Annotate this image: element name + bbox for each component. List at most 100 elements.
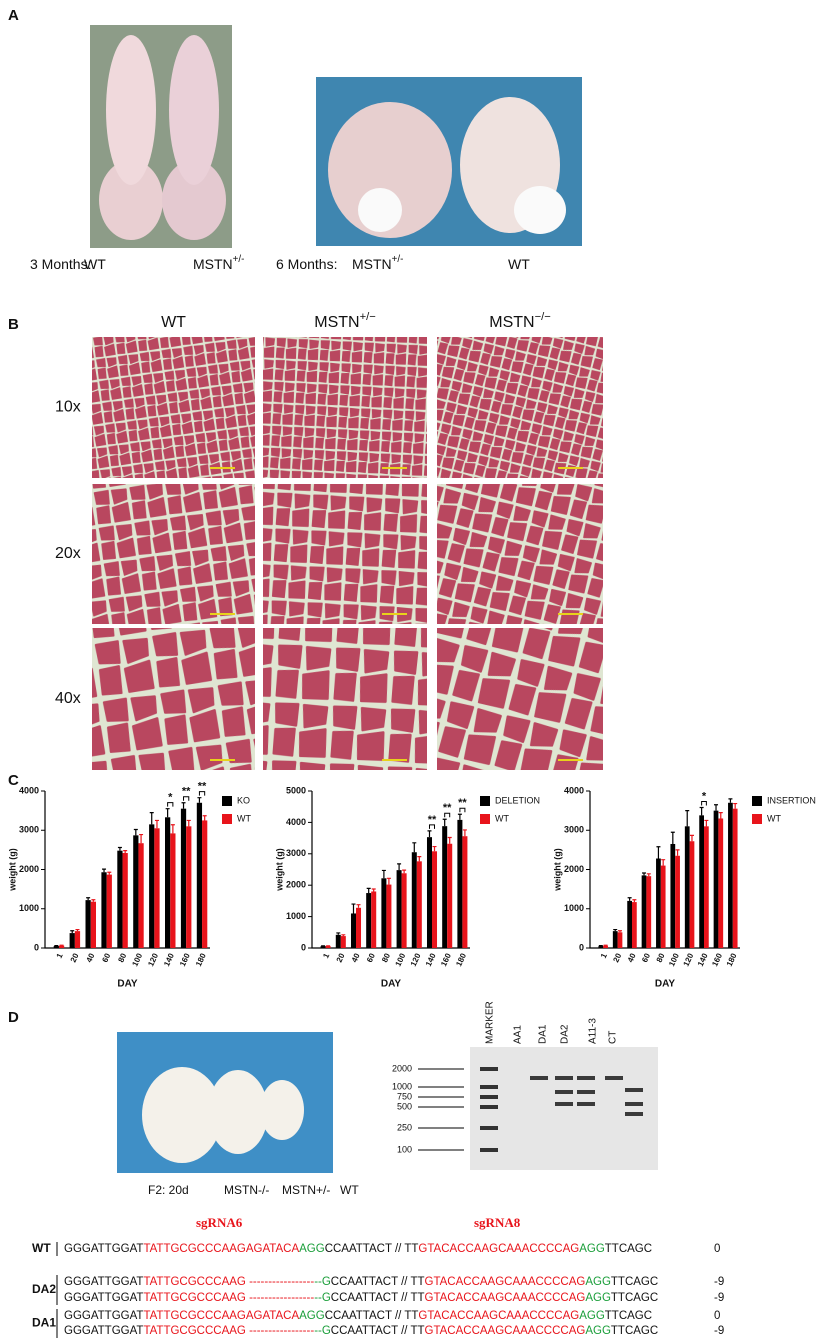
bar: [386, 884, 392, 948]
bar: [401, 873, 407, 948]
y-tick-label: 1000: [286, 911, 306, 921]
bar: [598, 946, 604, 948]
bar: [603, 945, 608, 948]
legend-label: INSERTION: [767, 795, 816, 805]
rabbit: [162, 160, 226, 240]
x-tick-label: 120: [146, 951, 160, 967]
x-tick-label: 20: [611, 951, 623, 963]
bar: [426, 837, 432, 948]
significance-bracket: [428, 824, 436, 829]
error-bar: [689, 834, 694, 842]
error-bar: [139, 833, 144, 844]
error-bar: [733, 802, 738, 809]
length-change: -9: [714, 1276, 724, 1288]
error-bar: [402, 869, 407, 874]
bar: [704, 826, 709, 948]
x-tick-label: 60: [640, 951, 652, 963]
sequence-part: --G: [314, 1292, 331, 1304]
row-label: 10x: [55, 399, 81, 416]
sequence-part: GGGATTGGAT: [64, 1325, 143, 1337]
length-change: -9: [714, 1292, 724, 1304]
error-bar: [149, 811, 154, 825]
error-bar: [397, 863, 402, 871]
x-tick-label: 60: [100, 951, 112, 963]
error-bar: [123, 850, 128, 854]
sequence-label: WT: [32, 1241, 51, 1255]
error-bar: [432, 845, 437, 852]
bar: [350, 913, 356, 948]
bar: [732, 808, 738, 948]
label: MSTN+/-: [193, 254, 244, 272]
legend-label: KO: [237, 795, 250, 805]
sequence-part: GTACACCAAGCAAACCCCAG: [425, 1276, 586, 1288]
sequence-part: TATTGCGCCCAAGAGATACA: [143, 1310, 299, 1322]
bar: [432, 851, 438, 948]
label-text: MSTN: [489, 314, 534, 331]
histology-image: [437, 484, 603, 624]
bar: [69, 933, 75, 948]
bar: [138, 843, 144, 948]
label: WT: [161, 314, 186, 331]
x-tick-label: 160: [439, 951, 453, 967]
significance-bracket: [183, 796, 190, 801]
error-bar: [154, 819, 159, 829]
significance-bracket: [701, 800, 707, 806]
gel-band: [577, 1102, 595, 1106]
y-tick-label: 1000: [564, 903, 584, 913]
histology-image: [263, 628, 427, 770]
error-bar: [704, 819, 709, 827]
bar: [340, 936, 346, 948]
bar: [101, 872, 107, 948]
x-tick-label: 140: [696, 951, 710, 967]
bar: [149, 824, 155, 948]
bar: [90, 901, 96, 948]
y-tick-label: 2000: [19, 864, 39, 874]
bar: [718, 818, 724, 948]
x-tick-label: 160: [178, 951, 192, 967]
x-tick-label: 120: [682, 951, 696, 967]
sequence-part: AGG: [585, 1276, 611, 1288]
error-bar: [656, 846, 661, 859]
sequence-part: TATTGCGCCCAAG: [143, 1292, 245, 1304]
bar: [457, 819, 463, 948]
panel-letter: C: [8, 772, 19, 789]
sequence-part: GGGATTGGAT: [64, 1310, 143, 1322]
y-tick-label: 0: [301, 942, 306, 952]
histology-image: [263, 337, 427, 478]
gel-band: [480, 1067, 498, 1071]
sequence-part: GTACACCAAGCAAACCCCAG: [418, 1243, 579, 1255]
significance-bracket: [167, 802, 174, 807]
error-bar: [417, 856, 422, 862]
error-bar: [91, 899, 96, 902]
bar: [646, 876, 652, 948]
rabbit: [208, 1070, 268, 1154]
bar: [170, 833, 176, 948]
x-tick-label: 160: [710, 951, 724, 967]
bar: [689, 841, 695, 948]
bar: [713, 810, 719, 948]
error-bar: [462, 829, 467, 837]
sequence: GGGATTGGATTATTGCGCCCAAG ----------------…: [64, 1325, 658, 1337]
sequence-part: CCAATTACT // TT: [325, 1310, 419, 1322]
gel-band: [555, 1090, 573, 1094]
label-sup: +/−: [360, 311, 376, 323]
error-bar: [670, 831, 675, 844]
y-tick-label: 3000: [564, 825, 584, 835]
legend-label: WT: [237, 813, 251, 823]
significance-bracket: [198, 791, 206, 796]
bar: [656, 858, 661, 948]
bar: [670, 843, 676, 948]
label-text: WT: [161, 314, 186, 331]
error-bar: [613, 928, 618, 932]
lane-label: CT: [608, 1031, 619, 1044]
panel-letter: B: [8, 316, 19, 333]
lane-label: DA2: [560, 1024, 571, 1044]
x-tick-label: 120: [409, 951, 423, 967]
sequence-label: DA2: [32, 1282, 56, 1296]
gel-band: [625, 1102, 643, 1106]
bar: [728, 802, 733, 948]
sequence-part: TTCAGC: [605, 1310, 652, 1322]
histology-image: [92, 484, 255, 624]
label-text: MSTN: [193, 256, 233, 272]
